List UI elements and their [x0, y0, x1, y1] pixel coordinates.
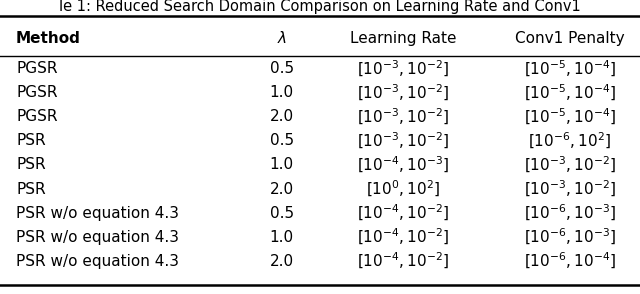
Text: $[10^{-3}, 10^{-2}]$: $[10^{-3}, 10^{-2}]$ — [524, 155, 616, 175]
Text: PSR w/o equation 4.3: PSR w/o equation 4.3 — [16, 254, 179, 269]
Text: PGSR: PGSR — [16, 109, 58, 124]
Text: $[10^{-3}, 10^{-2}]$: $[10^{-3}, 10^{-2}]$ — [357, 131, 449, 151]
Text: $[10^{-4}, 10^{-2}]$: $[10^{-4}, 10^{-2}]$ — [357, 227, 449, 247]
Text: $[10^{-5}, 10^{-4}]$: $[10^{-5}, 10^{-4}]$ — [524, 59, 616, 78]
Text: PGSR: PGSR — [16, 61, 58, 76]
Text: Conv1 Penalty: Conv1 Penalty — [515, 31, 625, 46]
Text: 1.0: 1.0 — [269, 85, 294, 100]
Text: PSR w/o equation 4.3: PSR w/o equation 4.3 — [16, 230, 179, 245]
Text: 0.5: 0.5 — [269, 206, 294, 221]
Text: $[10^{-6}, 10^{-3}]$: $[10^{-6}, 10^{-3}]$ — [524, 227, 616, 247]
Text: 1.0: 1.0 — [269, 230, 294, 245]
Text: $[10^{-4}, 10^{-2}]$: $[10^{-4}, 10^{-2}]$ — [357, 203, 449, 223]
Text: $[10^{-5}, 10^{-4}]$: $[10^{-5}, 10^{-4}]$ — [524, 83, 616, 103]
Text: PSR w/o equation 4.3: PSR w/o equation 4.3 — [16, 206, 179, 221]
Text: PGSR: PGSR — [16, 85, 58, 100]
Text: le 1: Reduced Search Domain Comparison on Learning Rate and Conv1: le 1: Reduced Search Domain Comparison o… — [59, 0, 581, 14]
Text: 2.0: 2.0 — [269, 109, 294, 124]
Text: $[10^{-3}, 10^{-2}]$: $[10^{-3}, 10^{-2}]$ — [357, 107, 449, 127]
Text: 2.0: 2.0 — [269, 254, 294, 269]
Text: $[10^{-6}, 10^{-4}]$: $[10^{-6}, 10^{-4}]$ — [524, 251, 616, 271]
Text: $\lambda$: $\lambda$ — [276, 30, 287, 46]
Text: $[10^{-3}, 10^{-2}]$: $[10^{-3}, 10^{-2}]$ — [524, 179, 616, 199]
Text: PSR: PSR — [16, 133, 45, 148]
Text: $[10^{-5}, 10^{-4}]$: $[10^{-5}, 10^{-4}]$ — [524, 107, 616, 127]
Text: PSR: PSR — [16, 157, 45, 173]
Text: $[10^{-4}, 10^{-3}]$: $[10^{-4}, 10^{-3}]$ — [357, 155, 449, 175]
Text: $[10^{-3}, 10^{-2}]$: $[10^{-3}, 10^{-2}]$ — [357, 59, 449, 78]
Text: $[10^{-6}, 10^{2}]$: $[10^{-6}, 10^{2}]$ — [528, 131, 611, 151]
Text: $[10^{-3}, 10^{-2}]$: $[10^{-3}, 10^{-2}]$ — [357, 83, 449, 103]
Text: $[10^{0}, 10^{2}]$: $[10^{0}, 10^{2}]$ — [366, 179, 440, 199]
Text: 0.5: 0.5 — [269, 133, 294, 148]
Text: Learning Rate: Learning Rate — [350, 31, 456, 46]
Text: Method: Method — [16, 31, 81, 46]
Text: 0.5: 0.5 — [269, 61, 294, 76]
Text: $[10^{-6}, 10^{-3}]$: $[10^{-6}, 10^{-3}]$ — [524, 203, 616, 223]
Text: PSR: PSR — [16, 181, 45, 197]
Text: $[10^{-4}, 10^{-2}]$: $[10^{-4}, 10^{-2}]$ — [357, 251, 449, 271]
Text: 1.0: 1.0 — [269, 157, 294, 173]
Text: 2.0: 2.0 — [269, 181, 294, 197]
